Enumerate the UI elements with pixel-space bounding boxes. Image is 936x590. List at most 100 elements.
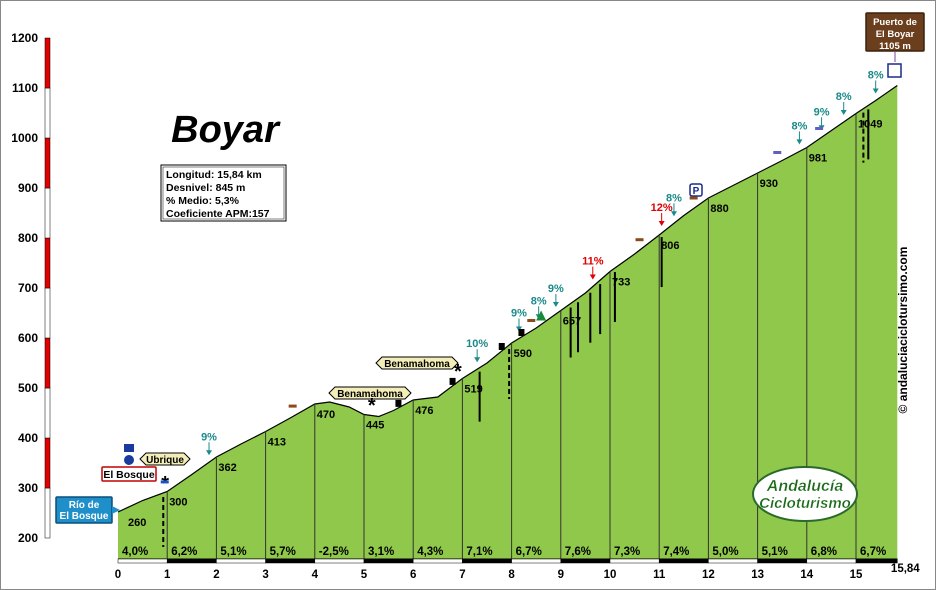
info-box-inner bbox=[162, 166, 285, 220]
x-axis-band bbox=[708, 558, 758, 564]
ramp-arrowhead bbox=[474, 357, 481, 363]
ramp-arrowhead bbox=[658, 221, 665, 227]
x-axis-band bbox=[609, 558, 660, 564]
x-axis-band bbox=[658, 558, 709, 564]
marker-icon bbox=[449, 377, 456, 385]
parking-icon-letter: P bbox=[693, 186, 700, 197]
y-tick-label: 800 bbox=[18, 231, 38, 245]
segment-slope-label: 5,0% bbox=[712, 546, 738, 558]
x-tick-label: 7 bbox=[459, 569, 465, 581]
x-axis-band bbox=[511, 558, 562, 564]
direction-sign-icon bbox=[124, 444, 134, 452]
x-tick-label: 1 bbox=[164, 569, 171, 581]
y-tick-label: 500 bbox=[18, 381, 38, 395]
segment-lines: 4,0% 6,2% 5,1% 5,7% -2,5% 3,1% 4,3% 7,1% 6,7% 7,6… bbox=[122, 113, 886, 559]
km-altitude-label: 260 bbox=[128, 517, 146, 529]
x-axis-band bbox=[363, 558, 414, 564]
x-axis-band bbox=[462, 558, 512, 564]
y-axis-band bbox=[44, 287, 51, 339]
segment-slope-label: 5,1% bbox=[220, 546, 246, 558]
y-tick-label: 900 bbox=[18, 181, 38, 195]
info-line: % Medio: 5,3% bbox=[166, 195, 240, 207]
x-axis-band bbox=[314, 558, 365, 564]
summit-sign-icon bbox=[887, 63, 902, 78]
km-altitude-label: 519 bbox=[464, 384, 482, 396]
ramp-percent-label: 8% bbox=[531, 295, 547, 307]
segment-slope-label: 7,4% bbox=[663, 546, 689, 558]
logo-line1: Andalucía bbox=[766, 478, 844, 495]
ramp-percent-label: 9% bbox=[814, 106, 830, 118]
x-tick-label: 8 bbox=[508, 569, 515, 581]
x-axis-band bbox=[412, 558, 463, 564]
ramp-percent-label: 8% bbox=[791, 120, 807, 132]
x-tick-label: 5 bbox=[361, 569, 368, 581]
segment-slope-label: 5,1% bbox=[762, 546, 788, 558]
y-axis-band bbox=[44, 187, 51, 239]
direction-arrow-icon bbox=[635, 238, 644, 242]
place-benamahoma-upper-label: Benamahoma bbox=[384, 359, 450, 370]
direction-arrow-icon bbox=[160, 480, 169, 484]
segment-slope-label: 5,7% bbox=[270, 546, 296, 558]
x-tick-label: 3 bbox=[262, 569, 268, 581]
km-altitude-label: 470 bbox=[317, 409, 335, 421]
x-tick-label: 11 bbox=[653, 569, 666, 581]
km-altitude-label: 733 bbox=[612, 277, 630, 289]
x-tick-label: 4 bbox=[312, 569, 319, 581]
x-axis: 0 1 2 3 4 5 6 7 8 9 10 11 12 13 14 15 15,84 bbox=[115, 558, 920, 581]
x-tick-label: 12 bbox=[702, 569, 715, 581]
segment-slope-label: 6,7% bbox=[860, 546, 886, 558]
ramp-percent-label: 10% bbox=[466, 338, 488, 350]
direction-arrow-icon bbox=[527, 319, 536, 322]
km-altitude-label: 981 bbox=[809, 153, 827, 165]
profile-fill bbox=[118, 85, 898, 559]
y-tick-label: 400 bbox=[18, 431, 38, 445]
y-axis-band bbox=[44, 237, 51, 289]
direction-arrow-icon bbox=[773, 151, 782, 154]
direction-arrow-icon bbox=[815, 127, 824, 130]
marker-icon bbox=[498, 343, 505, 350]
x-axis-band bbox=[166, 558, 217, 564]
info-line: Longitud: 15,84 km bbox=[166, 169, 262, 181]
info-box bbox=[160, 164, 287, 222]
segment-slope-label: 4,0% bbox=[122, 546, 148, 558]
km-altitude-label: 590 bbox=[514, 348, 532, 360]
y-axis-band bbox=[44, 37, 51, 89]
segment-slope-label: 4,3% bbox=[417, 546, 443, 558]
segment-slope-label: 6,2% bbox=[171, 546, 197, 558]
y-axis-band bbox=[44, 337, 51, 389]
km-altitude-label: 362 bbox=[218, 462, 236, 474]
place-label-rio: El Bosque bbox=[60, 511, 109, 522]
ramp-percent-label: 12% bbox=[651, 202, 673, 214]
site-watermark: © andaluciaciclotursimo.com bbox=[896, 247, 910, 414]
ramp-percent-label: 8% bbox=[666, 192, 682, 204]
segment-slope-label: 7,6% bbox=[565, 546, 591, 558]
place-ubrique-label: Ubrique bbox=[146, 455, 184, 466]
viewpoint-icon: * bbox=[161, 473, 169, 495]
y-tick-label: 1100 bbox=[12, 81, 38, 95]
y-axis: 200 300 400 500 600 700 800 900 1000 1100 1200 bbox=[11, 31, 51, 545]
x-axis-band bbox=[265, 558, 316, 564]
x-tick-label: 9 bbox=[558, 569, 564, 581]
crossing-icon bbox=[124, 455, 134, 465]
direction-arrow-icon bbox=[689, 196, 698, 200]
chart-title: Boyar bbox=[171, 109, 281, 151]
place-label-puerto: El Boyar bbox=[876, 29, 915, 40]
viewpoint-icon: * bbox=[454, 361, 462, 383]
place-puerto-de-el-boyar bbox=[865, 12, 925, 52]
km-altitude-label: 445 bbox=[366, 420, 384, 432]
km-altitude-label: 806 bbox=[661, 240, 679, 252]
x-tick-label: 2 bbox=[213, 569, 219, 581]
ramp-arrowhead bbox=[206, 450, 213, 456]
y-tick-label: 300 bbox=[18, 481, 38, 495]
km-altitude-label: 880 bbox=[710, 203, 728, 215]
ramp-arrowhead bbox=[796, 139, 803, 145]
x-tick-label: 15,84 bbox=[891, 563, 920, 575]
tree-icon bbox=[536, 310, 547, 321]
place-benamahoma-upper bbox=[375, 356, 459, 370]
place-label-puerto: 1105 m bbox=[879, 41, 911, 52]
x-axis-band bbox=[560, 558, 611, 564]
y-tick-label: 700 bbox=[18, 281, 38, 295]
ramp-percent-label: 9% bbox=[511, 308, 527, 320]
x-tick-label: 15 bbox=[850, 569, 863, 581]
